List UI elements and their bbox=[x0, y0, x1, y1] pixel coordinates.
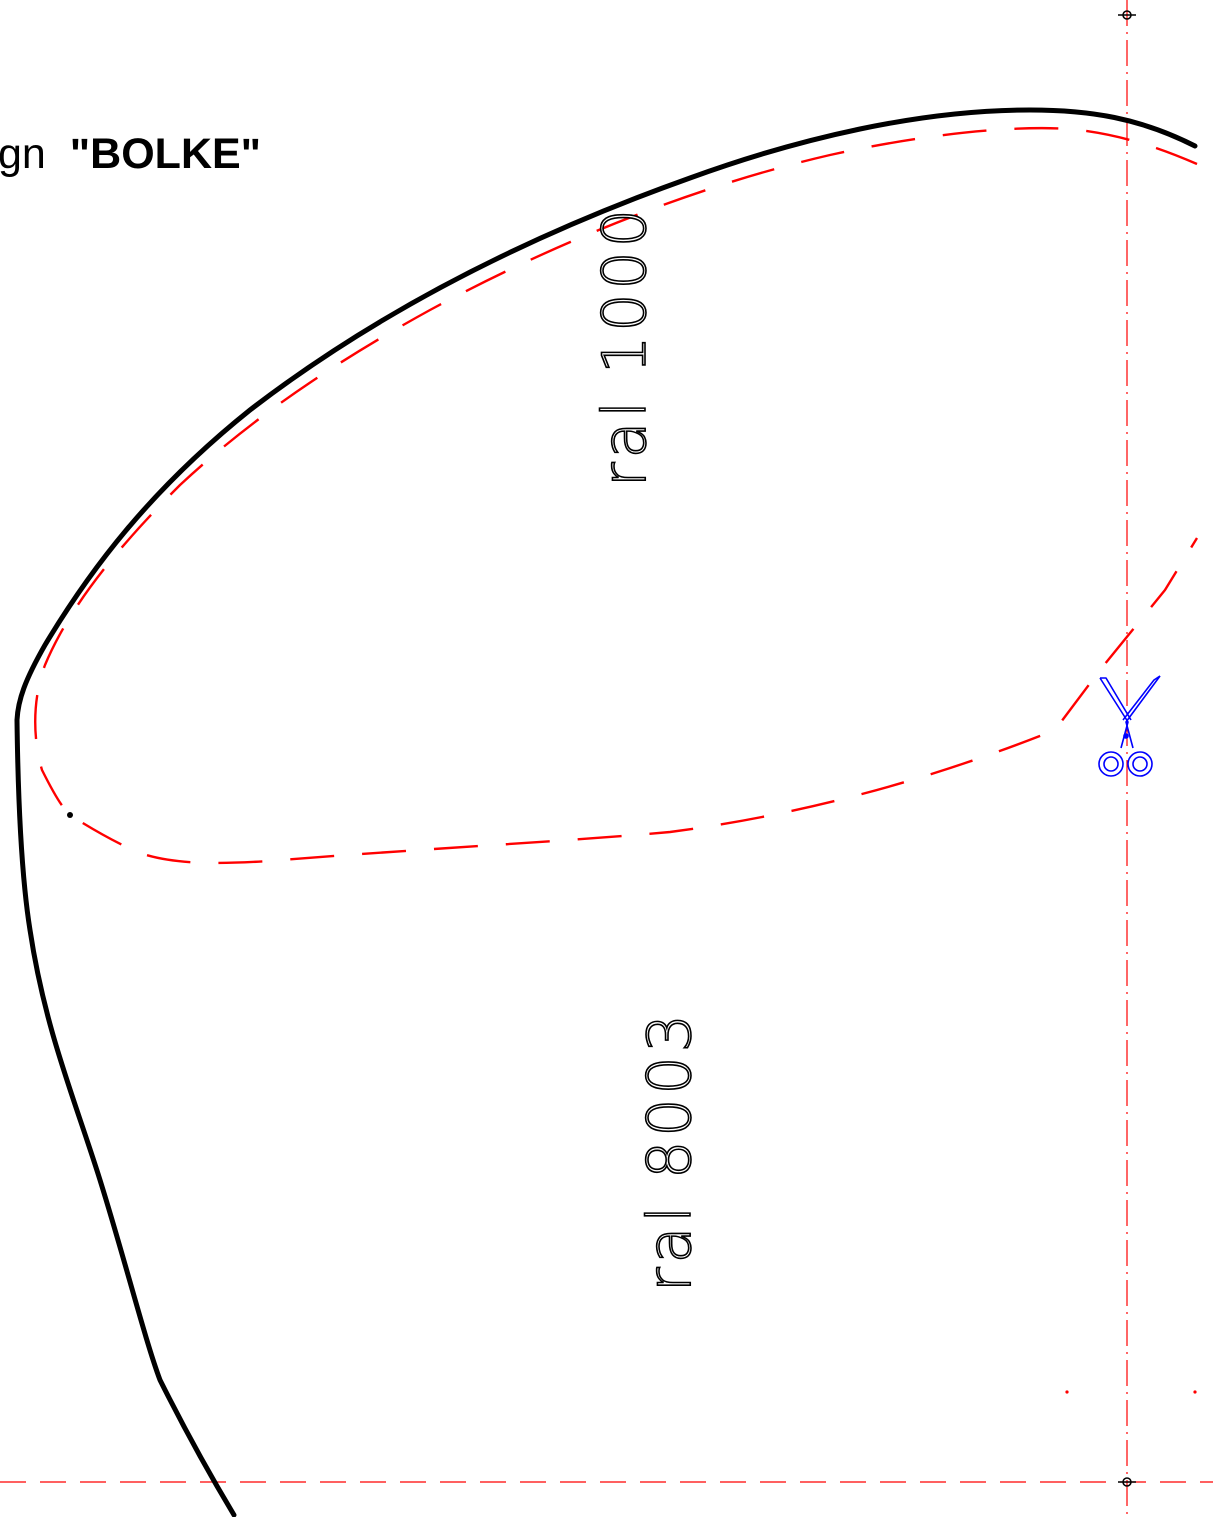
design-title: gn "BOLKE" bbox=[0, 130, 261, 178]
guide-marker-bottom bbox=[1118, 1477, 1136, 1487]
upper-panel-label: ral 1000 bbox=[590, 205, 660, 487]
lower-panel-label: ral 8003 bbox=[635, 1010, 705, 1292]
scissors-icon bbox=[1098, 675, 1161, 777]
reference-dot bbox=[1065, 1390, 1069, 1394]
design-title-name: "BOLKE" bbox=[70, 130, 261, 178]
seam-line bbox=[34, 126, 1199, 865]
seam-point bbox=[67, 812, 73, 818]
reference-dot bbox=[1193, 1390, 1197, 1394]
outer-outline bbox=[14, 107, 1198, 1517]
guide-marker-top bbox=[1118, 10, 1136, 20]
design-title-prefix: gn bbox=[0, 130, 46, 178]
